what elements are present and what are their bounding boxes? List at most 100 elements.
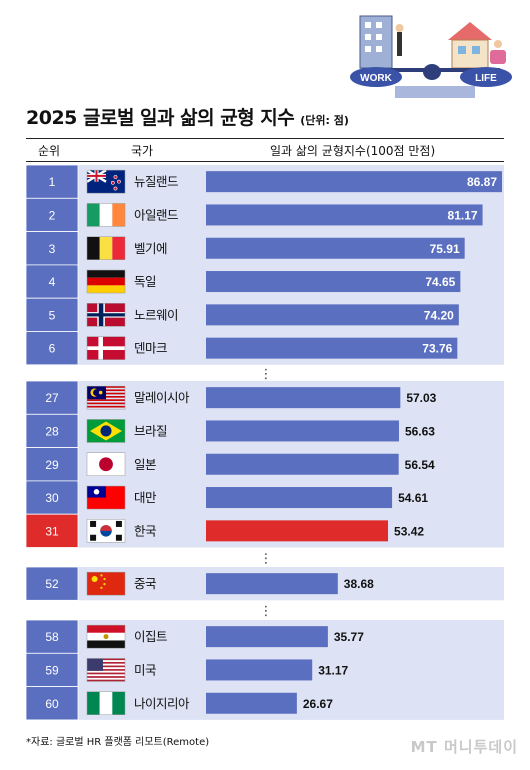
rank-box (25, 164, 79, 199)
table-row: 31 한국 53.42 (25, 513, 424, 548)
country-label: 벨기에 (134, 241, 167, 256)
rank-box (25, 447, 79, 482)
rank-box (25, 197, 79, 233)
norway-flag-icon (86, 303, 126, 327)
table-row: 28 브라질 56.63 (25, 413, 435, 448)
bar (206, 387, 401, 409)
bar (206, 453, 399, 475)
belgium-flag-icon (86, 236, 126, 260)
country-label: 브라질 (134, 423, 167, 438)
rank-box (25, 566, 79, 601)
country-label: 뉴질랜드 (134, 174, 178, 189)
malaysia-flag-icon (86, 385, 126, 410)
rank-label: 58 (45, 630, 59, 644)
japan-flag-icon (86, 452, 126, 476)
rank-label: 29 (45, 458, 59, 472)
bar (206, 692, 297, 714)
country-label: 말레이시아 (134, 390, 190, 405)
bar (206, 626, 328, 648)
ireland-flag-icon (86, 203, 126, 227)
value-label: 74.65 (425, 275, 455, 289)
rank-box (25, 264, 79, 299)
header-rank: 순위 (38, 144, 61, 158)
value-label: 31.17 (318, 663, 348, 677)
ellipsis-separator: ⋮ (260, 604, 273, 619)
value-label: 54.61 (398, 491, 428, 505)
rank-box (25, 513, 79, 548)
rank-label: 2 (49, 208, 56, 222)
bar (206, 204, 483, 226)
usa-flag-icon (86, 658, 126, 682)
rank-box (25, 231, 79, 266)
rank-label: 1 (49, 175, 56, 189)
value-label: 56.63 (405, 424, 435, 438)
table-header: 순위 국가 일과 삶의 균형지수(100점 만점) (26, 138, 504, 162)
title-row: 2025 글로벌 일과 삶의 균형 지수 (단위: 점) (26, 103, 349, 130)
rank-label: 27 (45, 391, 59, 405)
bar (206, 659, 313, 681)
table-row: 58 이집트 35.77 (25, 619, 364, 654)
life-label: LIFE (475, 73, 497, 84)
table-row: 5 노르웨이 74.20 (25, 297, 459, 332)
table-row: 1 뉴질랜드 86.87 (25, 164, 502, 199)
country-label: 나이지리아 (134, 696, 190, 711)
new-zealand-flag-icon (86, 169, 126, 194)
egypt-flag-icon (86, 624, 126, 649)
rank-box (25, 331, 79, 366)
value-label: 74.20 (424, 308, 454, 322)
rank-label: 52 (45, 577, 59, 591)
country-label: 중국 (134, 576, 156, 591)
bar (206, 487, 393, 509)
value-label: 53.42 (394, 524, 424, 538)
table-row: 6 덴마크 73.76 (25, 331, 458, 366)
rank-label: 31 (45, 524, 59, 538)
rank-box (25, 413, 79, 448)
unit-label: (단위: 점) (300, 114, 349, 127)
bar (206, 271, 461, 293)
denmark-flag-icon (86, 336, 126, 360)
header-country: 국가 (131, 144, 154, 158)
germany-flag-icon (86, 269, 126, 294)
source-note: *자료: 글로벌 HR 플랫폼 리모트(Remote) (26, 737, 210, 748)
bar (206, 337, 458, 359)
country-label: 미국 (134, 662, 156, 677)
rank-label: 5 (49, 308, 56, 322)
country-label: 독일 (134, 274, 156, 289)
taiwan-flag-icon (86, 485, 126, 510)
country-label: 이집트 (134, 629, 167, 644)
bar (206, 304, 459, 326)
rank-label: 30 (45, 491, 59, 505)
rank-label: 3 (49, 242, 56, 256)
country-label: 아일랜드 (134, 207, 178, 222)
south-korea-flag-icon (86, 519, 126, 543)
chart-title: 2025 글로벌 일과 삶의 균형 지수 (26, 107, 295, 129)
value-label: 81.17 (448, 208, 478, 222)
table-row: 2 아일랜드 81.17 (25, 197, 483, 233)
table-row: 52 중국 38.68 (25, 566, 374, 601)
rank-box (25, 686, 79, 721)
table-row: 59 미국 31.17 (25, 652, 349, 687)
work-label: WORK (360, 73, 392, 84)
country-label: 대만 (134, 490, 157, 505)
rank-label: 59 (45, 663, 59, 677)
table-row: 4 독일 74.65 (25, 264, 461, 299)
value-label: 35.77 (334, 630, 364, 644)
china-flag-icon (86, 571, 126, 596)
rank-box (25, 619, 79, 654)
country-label: 덴마크 (134, 341, 167, 356)
rank-box (25, 297, 79, 332)
rank-label: 28 (45, 424, 59, 438)
bar (206, 520, 389, 542)
ellipsis-separator: ⋮ (260, 551, 273, 566)
group-panel (26, 165, 504, 365)
table-row: 3 벨기에 75.91 (25, 231, 465, 266)
country-label: 일본 (134, 457, 156, 472)
publisher-logo: MT 머니투데이 (410, 738, 518, 756)
country-label: 한국 (134, 523, 156, 538)
work-life-balance-illustration: WORK LIFE (350, 15, 512, 98)
header-index: 일과 삶의 균형지수(100점 만점) (270, 144, 436, 158)
table-row: 29 일본 56.54 (25, 447, 435, 482)
rank-label: 4 (49, 275, 56, 289)
rank-label: 60 (45, 697, 59, 711)
